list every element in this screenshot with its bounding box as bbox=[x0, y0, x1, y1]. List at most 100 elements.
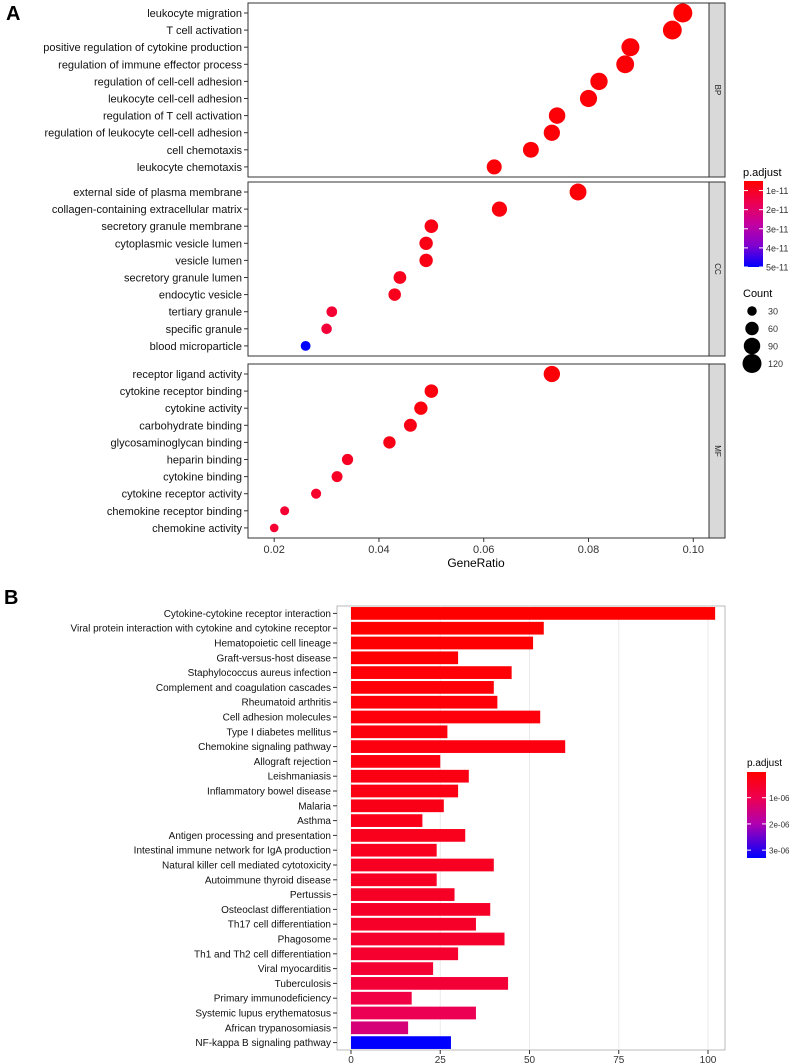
panel-a-point bbox=[311, 488, 322, 499]
panel-a-facet-bg-bp bbox=[248, 3, 709, 177]
panel-b-bar bbox=[351, 666, 512, 679]
panel-a-term-label: cytokine receptor activity bbox=[122, 489, 243, 501]
panel-b-bar bbox=[351, 1006, 476, 1020]
panel-a-cbar-label: 2e-11 bbox=[766, 205, 788, 215]
panel-b-bar bbox=[351, 814, 423, 827]
panel-a-term-label: regulation of leukocyte cell-cell adhesi… bbox=[44, 128, 242, 140]
panel-a-term-label: tertiary granule bbox=[169, 307, 242, 319]
panel-b-bar bbox=[351, 977, 509, 990]
panel-a-strip-label: BP bbox=[713, 85, 722, 96]
panel-b-bar bbox=[351, 962, 434, 975]
panel-a-point bbox=[331, 471, 343, 483]
panel-b-pathway-label: Viral myocarditis bbox=[258, 964, 331, 975]
panel-a-x-axis: GeneRatio 0.02 0.04 0.06 0.08 0.10 bbox=[263, 538, 704, 570]
panel-b-pathway-label: Intestinal immune network for IgA produc… bbox=[134, 846, 331, 857]
panel-b-bar bbox=[351, 917, 476, 931]
panel-b-pathway-label: Inflammatory bowel disease bbox=[207, 787, 331, 798]
panel-b-pathway-label: Rheumatoid arthritis bbox=[242, 698, 331, 709]
panel-a-size-key bbox=[743, 337, 761, 355]
panel-b-barplot: Cytokine-cytokine receptor interaction Vi… bbox=[70, 605, 790, 1064]
panel-a-point bbox=[616, 55, 635, 74]
panel-b-pathway-label: Allograft rejection bbox=[254, 757, 331, 768]
panel-b-pathway-label: Type I diabetes mellitus bbox=[227, 727, 332, 738]
panel-b-bar bbox=[351, 621, 544, 635]
panel-b-pathway-label: Asthma bbox=[297, 816, 331, 827]
panel-a-xtick-label: 0.02 bbox=[263, 544, 284, 556]
panel-a-cbar-label: 5e-11 bbox=[766, 263, 788, 273]
panel-a-strip-bp bbox=[708, 2, 726, 178]
panel-b-cbar-label: 3e-06 bbox=[769, 847, 790, 856]
panel-b-bar bbox=[351, 829, 466, 842]
panel-b-bar bbox=[351, 947, 459, 961]
panel-b-bar bbox=[351, 710, 541, 724]
panel-a-term-label: external side of plasma membrane bbox=[73, 187, 242, 199]
panel-a-size-label: 90 bbox=[768, 342, 778, 352]
panel-b-xtick-label: 50 bbox=[524, 1055, 536, 1064]
panel-b-pathway-label: Th1 and Th2 cell differentiation bbox=[194, 949, 331, 960]
panel-a-term-label: cell chemotaxis bbox=[167, 145, 243, 157]
panel-b-xtick-label: 25 bbox=[435, 1055, 447, 1064]
panel-b-pathway-label: Hematopoietic cell lineage bbox=[214, 639, 331, 650]
panel-b-bar bbox=[351, 784, 459, 798]
panel-b-pathway-label: Phagosome bbox=[278, 935, 332, 946]
panel-a-x-axis-title: GeneRatio bbox=[447, 556, 505, 570]
panel-a-point bbox=[321, 323, 332, 335]
panel-a-point bbox=[662, 20, 682, 40]
panel-b-bar bbox=[351, 769, 469, 783]
panel-b-pathway-label: Staphylococcus aureus infection bbox=[188, 668, 331, 679]
panel-b-bar bbox=[351, 636, 534, 650]
panel-a-facet-bg-mf bbox=[248, 364, 709, 538]
panel-a-cbar-label: 3e-11 bbox=[766, 224, 788, 234]
panel-b-bar bbox=[351, 1021, 409, 1035]
panel-b-bar bbox=[351, 681, 494, 694]
panel-b-bar bbox=[351, 725, 448, 739]
panel-a-facet-bg-cc bbox=[248, 182, 709, 356]
panel-a-point bbox=[419, 236, 433, 251]
panel-b-color-bar bbox=[747, 772, 766, 858]
panel-a-size-label: 30 bbox=[768, 307, 778, 317]
panel-a-point bbox=[300, 340, 311, 351]
panel-a-point bbox=[522, 141, 539, 158]
panel-b-plot-area bbox=[336, 605, 726, 1051]
panel-a-term-label: T cell activation bbox=[166, 25, 242, 37]
panel-a-point bbox=[269, 523, 279, 533]
panel-b-bar bbox=[351, 843, 437, 857]
panel-a-point bbox=[543, 365, 561, 383]
panel-a-term-label: collagen-containing extracellular matrix bbox=[52, 204, 243, 216]
panel-b-bar bbox=[351, 607, 716, 620]
panel-a-point bbox=[424, 384, 439, 398]
panel-a-term-label: cytokine activity bbox=[165, 403, 243, 415]
panel-a-term-label: blood microparticle bbox=[150, 341, 242, 353]
panel-a-term-label: heparin binding bbox=[167, 455, 242, 467]
panel-b-pathway-label: Complement and coagulation cascades bbox=[156, 683, 331, 694]
panel-b-pathway-label: Autoimmune thyroid disease bbox=[205, 875, 332, 886]
panel-b-bar bbox=[351, 651, 459, 665]
panel-b-bar bbox=[351, 858, 494, 872]
panel-a-size-key bbox=[745, 321, 759, 336]
panel-b-pathway-label: Systemic lupus erythematosus bbox=[195, 1009, 331, 1020]
panel-a-point bbox=[280, 506, 290, 516]
panel-b-pathway-label: Graft-versus-host disease bbox=[217, 653, 332, 664]
panel-a-size-label: 120 bbox=[768, 359, 783, 369]
panel-a-term-label: regulation of immune effector process bbox=[58, 59, 242, 71]
panel-a-term-label: cytokine receptor binding bbox=[120, 386, 242, 398]
panel-a-term-label: vesicle lumen bbox=[175, 255, 242, 267]
panel-b-pathway-label: African trypanosomiasis bbox=[225, 1023, 331, 1034]
panel-a-term-labels: leukocyte migration T cell activation posi… bbox=[43, 8, 248, 535]
panel-b-pathway-label: Th17 cell differentiation bbox=[228, 920, 331, 931]
panel-b-pathway-label: Cell adhesion molecules bbox=[223, 713, 331, 724]
panel-a-dotplot: BP CC MF leukocyte migration T cell activat… bbox=[43, 2, 788, 570]
panel-a-term-label: chemokine receptor binding bbox=[107, 506, 242, 518]
panel-a-xtick-label: 0.06 bbox=[473, 544, 494, 556]
panel-a-legend: p.adjust 1e-11 2e-11 3e-11 4e-11 5e-11 Count… bbox=[742, 167, 788, 373]
panel-a-strip-cc bbox=[708, 181, 726, 357]
panel-b-pathway-label: NF-kappa B signaling pathway bbox=[195, 1038, 331, 1049]
panel-b-x-axis: 0 25 50 75 100 bbox=[348, 1050, 717, 1064]
panel-a-xtick-label: 0.04 bbox=[368, 544, 389, 556]
panel-b-bar bbox=[351, 932, 505, 946]
panel-b-pathway-label: Antigen processing and presentation bbox=[169, 831, 331, 842]
panel-a-facet-frames bbox=[247, 2, 710, 539]
panel-b-pathway-label: Leishmaniasis bbox=[268, 772, 331, 783]
panel-a-point bbox=[621, 38, 640, 57]
